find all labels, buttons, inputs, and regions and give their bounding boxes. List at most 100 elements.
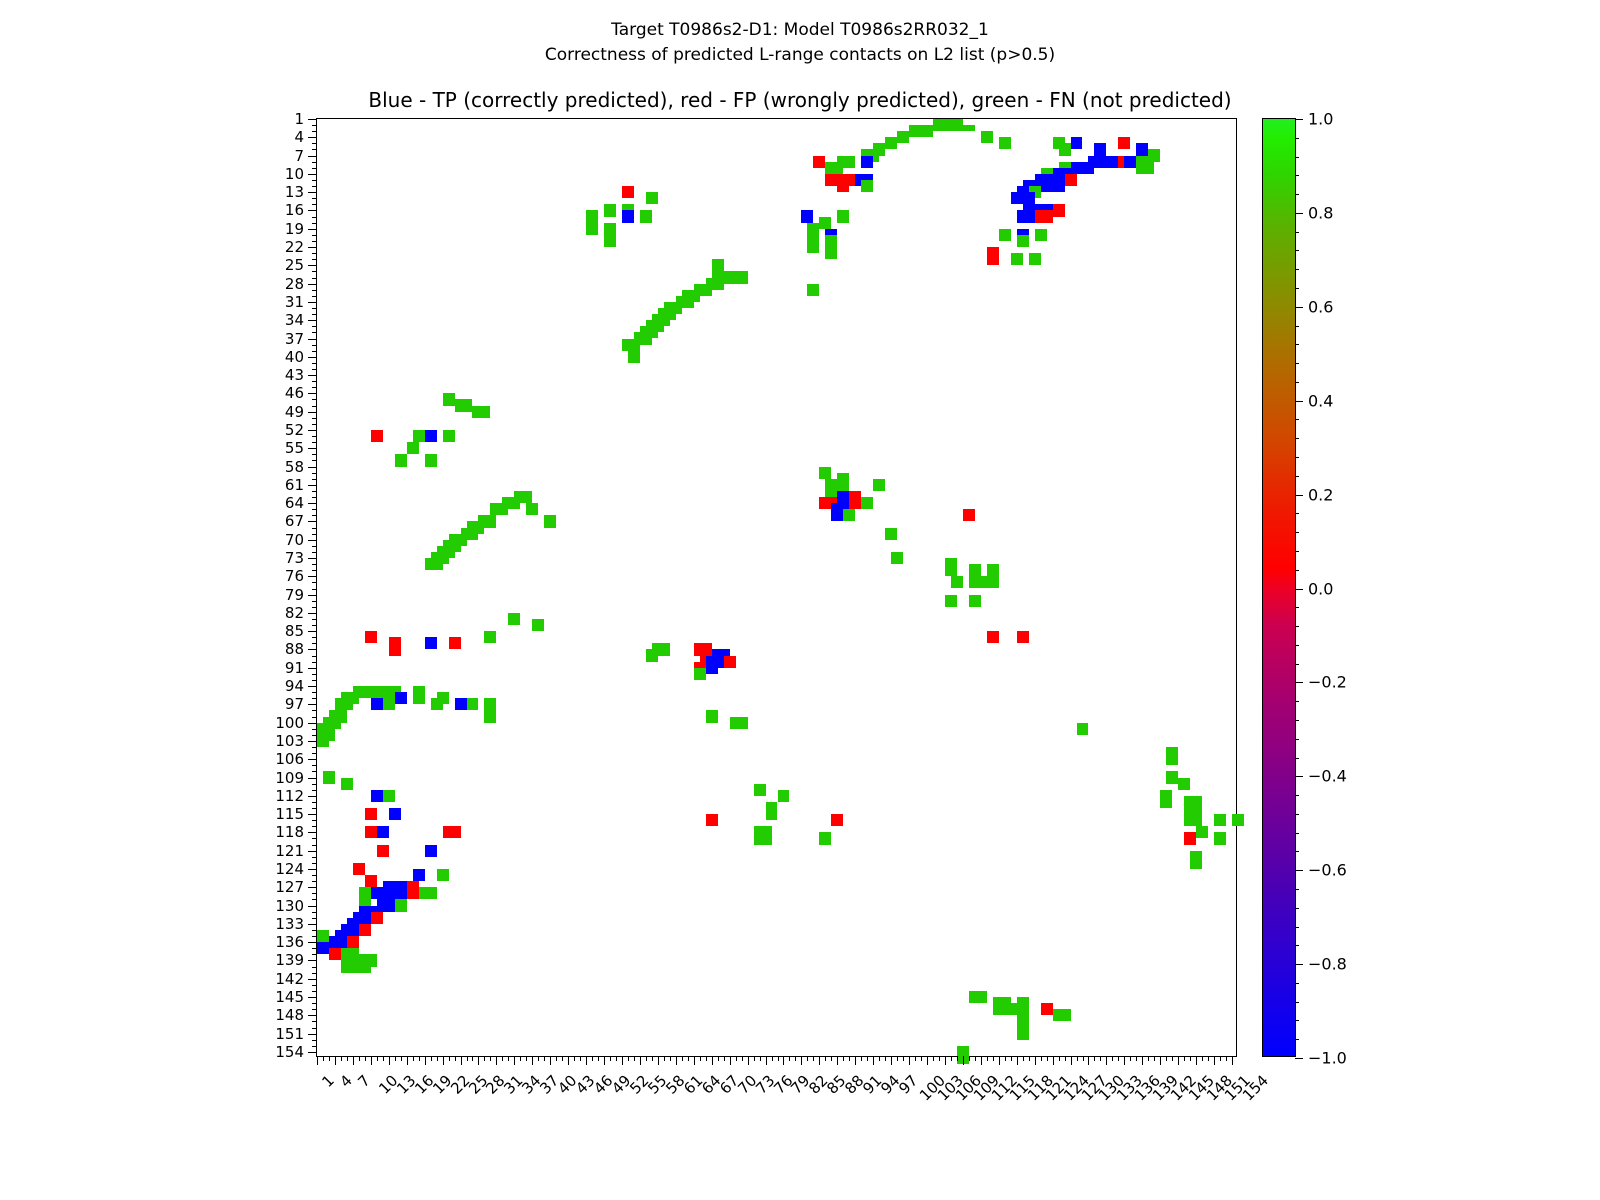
y-axis-tick — [312, 984, 317, 986]
colorbar-minor-tick — [1295, 438, 1299, 440]
contact-cell-fn — [944, 119, 963, 132]
y-axis-tick — [312, 899, 317, 901]
y-axis-tick — [308, 740, 317, 742]
contact-cell-fn — [604, 222, 617, 235]
y-axis-tick-label: 112 — [275, 786, 304, 805]
y-axis-tick — [308, 704, 317, 706]
y-axis-tick — [312, 881, 317, 883]
x-axis-tick — [1184, 1056, 1186, 1061]
y-axis-tick — [308, 356, 317, 358]
y-axis-tick — [312, 698, 317, 700]
y-axis-tick — [308, 1033, 317, 1035]
contact-cell-fn — [484, 698, 497, 711]
x-axis-tick — [693, 1056, 695, 1065]
x-axis-tick — [424, 1056, 426, 1065]
y-axis-tick — [308, 137, 317, 139]
x-axis-tick — [1202, 1056, 1204, 1061]
x-axis-tick — [532, 1056, 534, 1065]
y-axis-tick — [312, 801, 317, 803]
y-axis-tick — [312, 710, 317, 712]
y-axis-tick — [312, 1027, 317, 1029]
y-axis-tick-label: 64 — [284, 494, 304, 513]
contact-cell-fn — [1166, 771, 1179, 784]
y-axis-tick — [312, 1039, 317, 1041]
colorbar-minor-tick — [1295, 795, 1299, 797]
y-axis-tick-label: 130 — [275, 896, 304, 915]
x-axis-tick — [406, 1056, 408, 1065]
x-axis-tick — [1100, 1056, 1102, 1061]
contact-cell-fn — [932, 119, 945, 132]
y-axis-tick — [312, 308, 317, 310]
contact-cell-fp — [370, 429, 383, 443]
y-axis-tick-label: 118 — [275, 823, 304, 842]
contact-cell-tp — [394, 692, 407, 705]
x-axis-tick — [813, 1056, 815, 1061]
colorbar-tick-label: 0.2 — [1308, 485, 1334, 505]
x-axis-tick — [568, 1056, 570, 1065]
x-axis-tick — [1226, 1056, 1228, 1061]
y-axis-tick — [308, 1015, 317, 1017]
x-axis-tick — [418, 1056, 420, 1061]
y-axis-tick-label: 88 — [284, 640, 304, 659]
contact-cell-fp — [962, 509, 975, 522]
contact-cell-fn — [466, 698, 479, 711]
colorbar-minor-tick — [1295, 813, 1299, 815]
contact-cell-fn — [837, 472, 850, 485]
contact-cell-fn — [729, 716, 748, 729]
contact-cell-fn — [1010, 253, 1023, 266]
y-axis-tick-label: 76 — [284, 567, 304, 586]
contact-cell-tp — [388, 808, 401, 821]
colorbar-minor-tick — [1295, 250, 1299, 252]
y-axis-tick — [312, 423, 317, 425]
contact-cell-fn — [322, 771, 335, 784]
y-axis-tick — [312, 820, 317, 822]
colorbar-minor-tick — [1295, 926, 1299, 928]
contact-cell-fp — [813, 155, 826, 168]
y-axis-tick — [312, 271, 317, 273]
contact-cell-fn — [1034, 228, 1047, 241]
contact-cell-tp — [370, 887, 389, 900]
contact-cell-fn — [1196, 826, 1209, 839]
x-axis-tick — [388, 1056, 390, 1065]
y-axis-tick — [312, 808, 317, 809]
contact-cell-fn — [753, 826, 772, 845]
colorbar-minor-tick — [1295, 325, 1299, 327]
y-axis-tick-label: 28 — [284, 274, 304, 293]
x-axis-tick — [604, 1056, 606, 1065]
contact-cell-fn — [891, 551, 904, 565]
x-axis-tick — [627, 1056, 629, 1061]
contact-cell-fn — [1016, 997, 1029, 1016]
contact-cell-fn — [968, 564, 981, 583]
y-axis-tick — [312, 515, 317, 517]
x-axis-tick — [956, 1056, 958, 1061]
y-axis-tick — [312, 783, 317, 785]
x-axis-tick — [651, 1056, 653, 1061]
colorbar-minor-tick — [1295, 532, 1299, 534]
colorbar-tick-label: −1.0 — [1308, 1048, 1347, 1068]
contact-cell-fn — [944, 594, 957, 607]
y-axis-tick-label: 100 — [275, 713, 304, 732]
x-axis-tick — [831, 1056, 833, 1061]
x-axis-tick — [317, 1056, 318, 1065]
contact-cell-fn — [627, 350, 640, 363]
x-axis-tick — [1130, 1056, 1132, 1061]
y-axis-tick — [312, 600, 317, 602]
y-axis-tick — [308, 759, 317, 761]
y-axis-tick-label: 109 — [275, 768, 304, 787]
y-axis-tick-label: 22 — [284, 238, 304, 257]
contact-cell-tp — [1124, 155, 1137, 168]
contact-cell-tp — [1010, 192, 1035, 205]
colorbar-minor-tick — [1295, 982, 1299, 984]
x-axis-tick — [364, 1056, 366, 1061]
y-axis-tick — [312, 844, 317, 846]
contact-cell-fn — [968, 990, 987, 1004]
x-axis-tick — [843, 1056, 845, 1061]
y-axis-tick-label: 79 — [284, 585, 304, 604]
contact-cell-tp — [1070, 137, 1083, 150]
x-axis-tick — [729, 1056, 731, 1065]
x-axis-tick — [400, 1056, 402, 1061]
figure-title-line2: Correctness of predicted L-range contact… — [544, 45, 1056, 65]
x-axis-tick-label: 4 — [336, 1071, 356, 1091]
contact-cell-tp — [412, 868, 425, 882]
y-axis-tick — [308, 155, 317, 157]
